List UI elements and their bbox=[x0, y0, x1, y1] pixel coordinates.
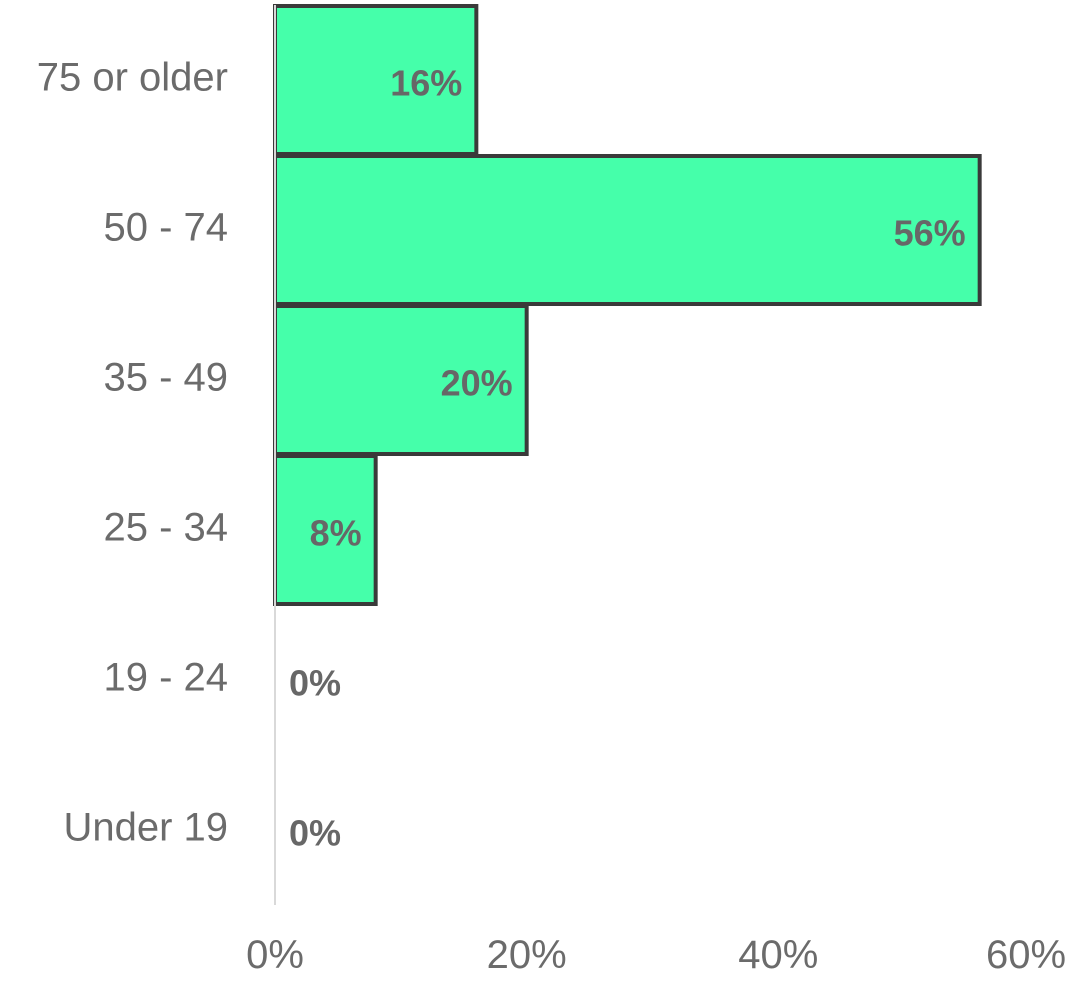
category-label-under-19: Under 19 bbox=[63, 806, 228, 850]
bar-35-49 bbox=[273, 304, 529, 456]
data-label-25-34: 8% bbox=[310, 513, 362, 554]
data-labels-layer: 16% 56% 20% 8% 0% 0% bbox=[289, 63, 966, 854]
x-tick-label-40: 40% bbox=[738, 933, 818, 977]
x-tick-label-60: 60% bbox=[986, 933, 1066, 977]
category-labels-layer: 75 or older 50 - 74 35 - 49 25 - 34 19 - 24 U… bbox=[37, 56, 228, 850]
data-label-19-24: 0% bbox=[289, 663, 341, 704]
data-label-under-19: 0% bbox=[289, 813, 341, 854]
tick-labels-layer: 0% 20% 40% 60% bbox=[246, 933, 1066, 977]
category-label-25-34: 25 - 34 bbox=[103, 506, 228, 550]
category-label-19-24: 19 - 24 bbox=[103, 656, 228, 700]
category-label-75-or-older: 75 or older bbox=[37, 56, 228, 100]
data-label-75-or-older: 16% bbox=[390, 63, 462, 104]
bar-50-74 bbox=[273, 154, 982, 306]
category-label-35-49: 35 - 49 bbox=[103, 356, 228, 400]
data-label-35-49: 20% bbox=[441, 363, 513, 404]
x-tick-label-20: 20% bbox=[487, 933, 567, 977]
bar-75-or-older bbox=[273, 4, 479, 156]
bars-layer bbox=[273, 4, 982, 606]
category-label-50-74: 50 - 74 bbox=[103, 206, 228, 250]
x-tick-label-0: 0% bbox=[246, 933, 304, 977]
data-label-50-74: 56% bbox=[894, 213, 966, 254]
bar-25-34 bbox=[273, 454, 378, 606]
